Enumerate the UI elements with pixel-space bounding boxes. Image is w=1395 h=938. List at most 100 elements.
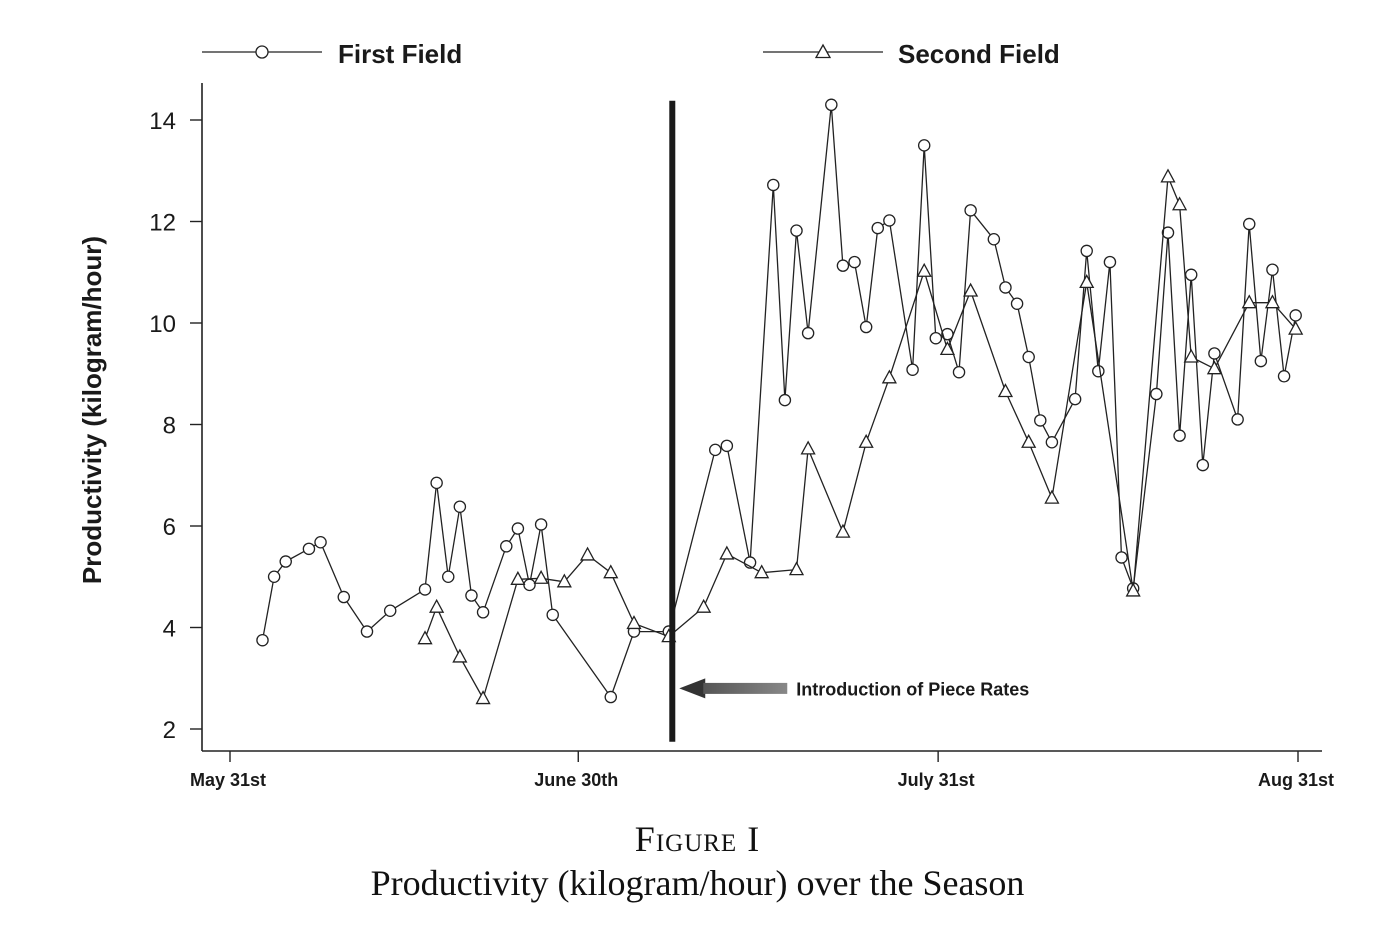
data-point-circle (720, 439, 734, 453)
data-point-triangle (1125, 582, 1141, 597)
y-tick-label: 6 (163, 514, 176, 541)
data-point-circle (1242, 217, 1256, 231)
legend: First Field Second Field (202, 39, 1060, 69)
x-tick-label: Aug 31st (1258, 770, 1334, 790)
data-point-circle (256, 633, 269, 647)
data-point-circle (1045, 436, 1059, 449)
data-point-circle (1150, 387, 1163, 401)
data-point-circle (1115, 551, 1128, 564)
data-point-triangle (719, 545, 735, 560)
data-point-circle (790, 224, 803, 237)
data-point-triangle (1044, 489, 1060, 504)
data-point-circle (917, 139, 931, 152)
data-point-circle (1022, 350, 1035, 364)
data-point-circle (952, 365, 966, 379)
data-point-circle (836, 259, 850, 272)
data-point-circle (1173, 429, 1186, 442)
data-point-triangle (788, 561, 805, 576)
data-point-circle (767, 178, 780, 192)
x-tick-label: May 31st (190, 770, 266, 790)
data-point-circle (883, 214, 896, 227)
data-point-circle (964, 204, 977, 217)
data-point-circle (906, 363, 919, 376)
legend-item-second-field: Second Field (763, 39, 1060, 69)
data-point-triangle (475, 690, 491, 705)
data-point-circle (267, 570, 281, 584)
data-point-triangle (1264, 294, 1281, 309)
data-point-circle (546, 608, 559, 622)
axes: 2 4 6 8 10 12 14 May 31st June 30th July 31st Aug… (77, 83, 1334, 790)
y-tick-label: 14 (149, 108, 176, 135)
data-point-triangle (1021, 433, 1037, 448)
y-tick-label: 8 (163, 413, 176, 440)
data-point-triangle (881, 369, 897, 384)
series-line-second-field (424, 176, 1297, 700)
data-point-triangle (1171, 196, 1188, 211)
data-point-circle (523, 578, 536, 592)
data-point-circle (1196, 458, 1210, 472)
data-point-triangle (579, 546, 596, 561)
data-point-circle (360, 625, 374, 638)
data-point-circle (1092, 364, 1105, 378)
annotation-text: Introduction of Piece Rates (796, 679, 1029, 699)
data-point-circle (1231, 413, 1244, 426)
legend-item-first-field: First Field (202, 39, 462, 69)
y-ticks: 2 4 6 8 10 12 14 (149, 108, 202, 744)
y-tick-label: 4 (163, 616, 176, 643)
data-point-circle (825, 98, 838, 112)
data-point-circle (1080, 244, 1093, 258)
data-point-triangle (603, 564, 619, 579)
figure-title: Productivity (kilogram/hour) over the Se… (370, 863, 1025, 903)
data-point-circle (1254, 354, 1268, 368)
data-point-circle (1068, 392, 1082, 406)
data-point-circle (1010, 297, 1024, 310)
data-point-triangle (1288, 320, 1304, 335)
series-layer (256, 98, 1304, 705)
data-point-circle (1034, 414, 1047, 427)
data-point-circle (476, 606, 490, 619)
y-tick-label: 10 (149, 311, 176, 338)
data-point-triangle (556, 573, 572, 588)
data-point-circle (1184, 268, 1198, 282)
data-point-circle (534, 518, 548, 531)
data-point-triangle (510, 570, 526, 585)
data-point-circle (1289, 309, 1302, 322)
data-point-circle (1161, 226, 1175, 239)
series-second-field (417, 168, 1304, 705)
data-point-circle (604, 690, 618, 704)
data-point-circle (1208, 347, 1221, 360)
data-point-triangle (916, 262, 932, 277)
data-point-circle (441, 570, 455, 584)
data-point-triangle (858, 433, 874, 448)
data-point-circle (999, 281, 1012, 294)
data-point-triangle (429, 598, 445, 613)
data-point-circle (848, 255, 861, 269)
data-point-triangle (533, 569, 549, 584)
figure-label: Figure I (0, 818, 1395, 860)
data-point-triangle (417, 630, 433, 645)
data-point-triangle (800, 440, 816, 455)
data-point-circle (279, 555, 292, 568)
data-point-triangle (997, 383, 1014, 398)
data-point-circle (801, 326, 815, 340)
data-point-circle (871, 221, 885, 235)
legend-label-second-field: Second Field (898, 39, 1060, 69)
data-point-triangle (835, 523, 851, 538)
data-point-circle (708, 443, 722, 457)
y-tick-label: 12 (149, 210, 176, 237)
x-tick-label: June 30th (534, 770, 618, 790)
y-tick-label: 2 (163, 717, 176, 744)
data-point-circle (314, 535, 327, 549)
data-point-triangle (939, 341, 956, 356)
data-point-circle (859, 320, 873, 334)
data-point-circle (511, 522, 525, 535)
data-point-triangle (696, 598, 712, 613)
arrow-head (679, 678, 706, 699)
data-point-circle (1277, 370, 1291, 383)
legend-label-first-field: First Field (338, 39, 462, 69)
data-point-triangle (1206, 360, 1223, 375)
data-point-circle (383, 604, 397, 618)
annotation-arrow (679, 678, 788, 699)
chart: First Field Second Field 2 4 6 8 10 12 14 May … (77, 39, 1334, 790)
data-point-circle (929, 331, 943, 345)
